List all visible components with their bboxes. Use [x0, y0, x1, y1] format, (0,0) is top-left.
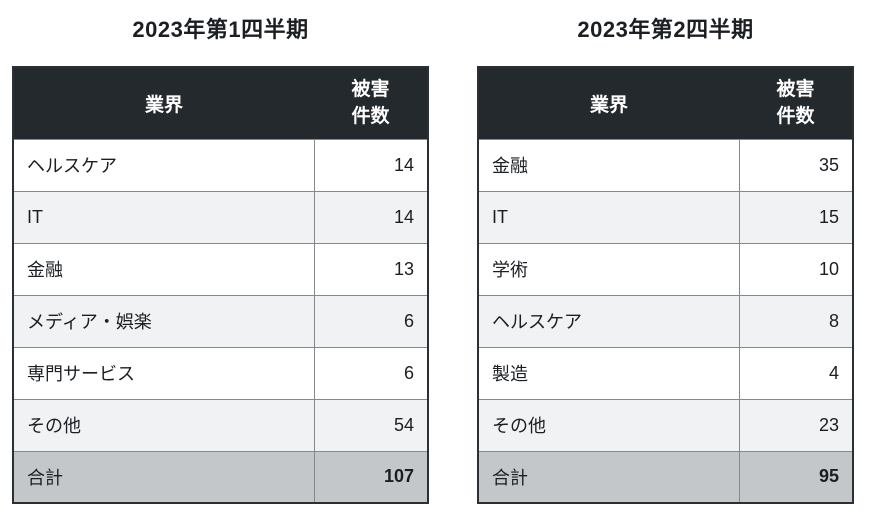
- total-count-cell: 107: [313, 450, 429, 504]
- header-row: 業界 被害 件数: [13, 67, 428, 139]
- count-cell: 6: [313, 346, 429, 400]
- total-label-cell: 合計: [12, 450, 315, 504]
- quarter-table-q1: 2023年第1四半期 業界 被害 件数 ヘルスケア 14 IT 14: [12, 16, 429, 504]
- industry-cell: 専門サービス: [12, 346, 315, 400]
- industry-cell: 金融: [12, 242, 315, 296]
- count-cell: 23: [738, 398, 854, 452]
- table-row: 金融 35: [477, 138, 854, 192]
- industry-cell: IT: [477, 190, 740, 244]
- table-row: IT 14: [12, 190, 429, 244]
- total-row: 合計 107: [12, 450, 429, 504]
- header-cell-industry: 業界: [13, 67, 314, 139]
- table-title-q1: 2023年第1四半期: [132, 17, 309, 42]
- table-row: メディア・娯楽 6: [12, 294, 429, 348]
- header-cell-industry: 業界: [478, 67, 739, 139]
- industry-cell: 金融: [477, 138, 740, 192]
- count-cell: 35: [738, 138, 854, 192]
- quarter-table-q2: 2023年第2四半期 業界 被害 件数 金融 35 IT 15 学術: [477, 16, 854, 504]
- table-row: その他 54: [12, 398, 429, 452]
- header-cell-count: 被害 件数: [739, 67, 853, 139]
- table-row: ヘルスケア 8: [477, 294, 854, 348]
- industry-cell: その他: [12, 398, 315, 452]
- header-row: 業界 被害 件数: [478, 67, 853, 139]
- damage-table-q2: 業界 被害 件数 金融 35 IT 15 学術 10 ヘルスケア: [477, 66, 854, 504]
- damage-table-q1: 業界 被害 件数 ヘルスケア 14 IT 14 金融 13 メディア: [12, 66, 429, 504]
- table-row: 学術 10: [477, 242, 854, 296]
- industry-cell: 製造: [477, 346, 740, 400]
- count-cell: 54: [313, 398, 429, 452]
- count-cell: 15: [738, 190, 854, 244]
- count-cell: 10: [738, 242, 854, 296]
- table-row: 金融 13: [12, 242, 429, 296]
- count-cell: 8: [738, 294, 854, 348]
- header-cell-count: 被害 件数: [314, 67, 428, 139]
- industry-cell: ヘルスケア: [477, 294, 740, 348]
- count-cell: 4: [738, 346, 854, 400]
- industry-cell: その他: [477, 398, 740, 452]
- table-row: 製造 4: [477, 346, 854, 400]
- table-row: 専門サービス 6: [12, 346, 429, 400]
- count-cell: 6: [313, 294, 429, 348]
- total-row: 合計 95: [477, 450, 854, 504]
- total-label-cell: 合計: [477, 450, 740, 504]
- table-row: IT 15: [477, 190, 854, 244]
- industry-cell: 学術: [477, 242, 740, 296]
- industry-cell: メディア・娯楽: [12, 294, 315, 348]
- total-count-cell: 95: [738, 450, 854, 504]
- table-row: その他 23: [477, 398, 854, 452]
- count-cell: 14: [313, 138, 429, 192]
- count-cell: 13: [313, 242, 429, 296]
- industry-cell: IT: [12, 190, 315, 244]
- count-cell: 14: [313, 190, 429, 244]
- table-title-q2: 2023年第2四半期: [577, 17, 754, 42]
- industry-cell: ヘルスケア: [12, 138, 315, 192]
- table-row: ヘルスケア 14: [12, 138, 429, 192]
